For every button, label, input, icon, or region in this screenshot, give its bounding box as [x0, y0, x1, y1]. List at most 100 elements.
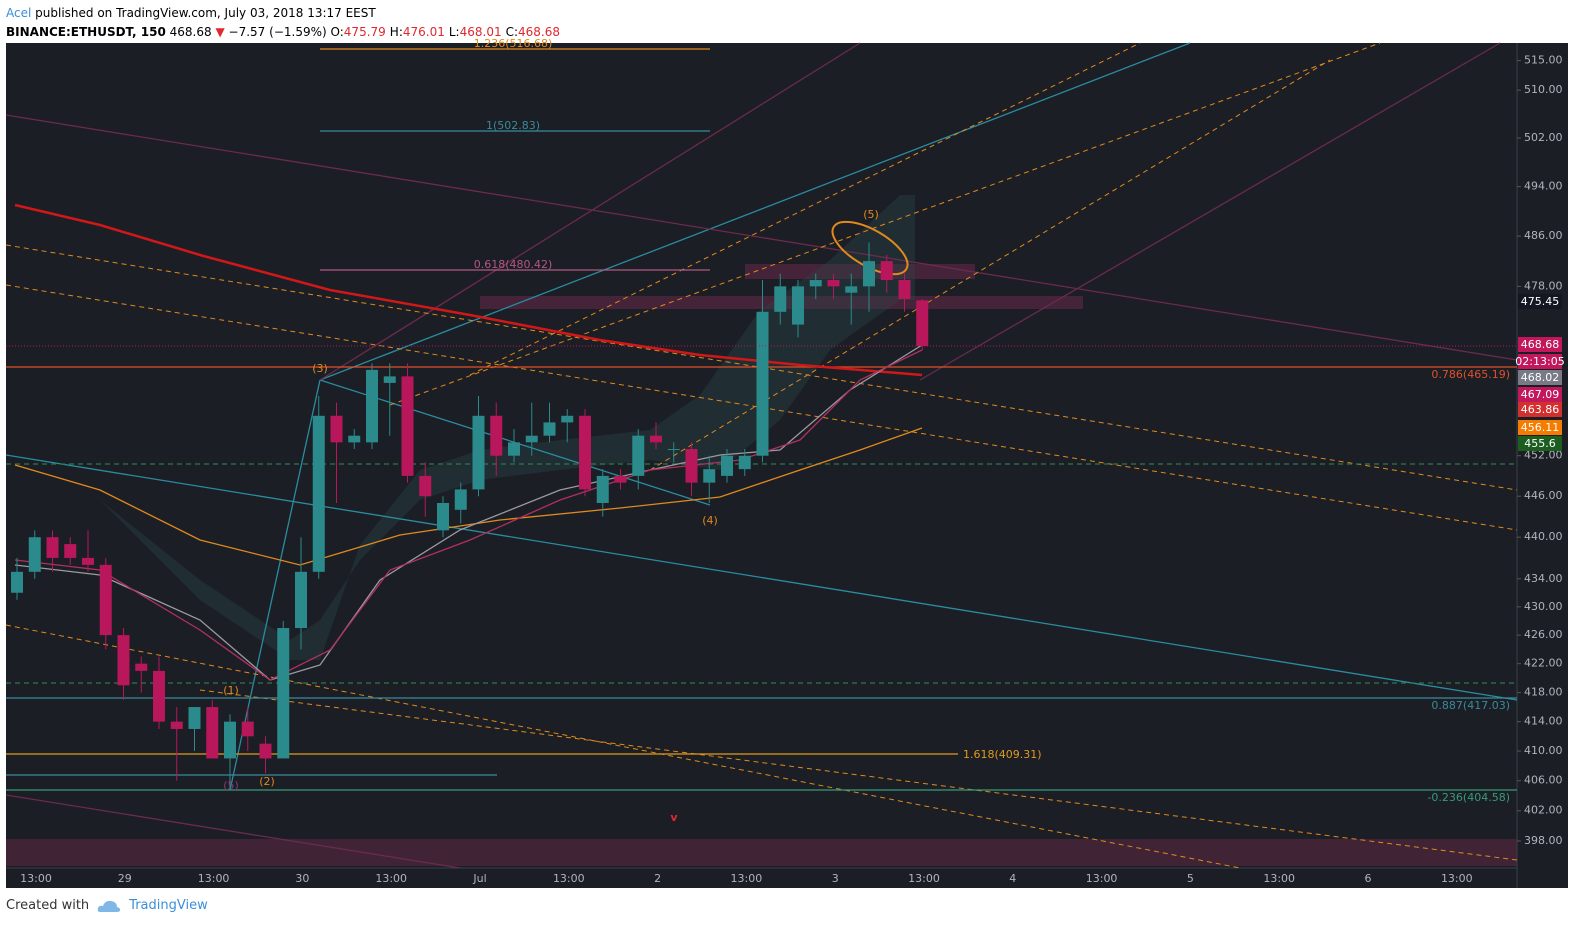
candle-body — [206, 707, 219, 759]
moving-average — [14, 427, 923, 566]
arrow: ▼ — [215, 25, 225, 39]
candle-body — [241, 721, 254, 737]
trend-line — [5, 114, 1518, 361]
y-tick-label: 410.00 — [1524, 744, 1563, 757]
fib-label: 1.236(516.68) — [474, 37, 553, 50]
last: 468.68 — [169, 25, 212, 39]
marker: v — [670, 811, 678, 824]
highlight — [831, 220, 909, 276]
candle-body — [774, 286, 787, 312]
fib-label: 0.618(480.42) — [474, 258, 553, 271]
candle-body — [82, 557, 94, 565]
candle-body — [330, 415, 343, 443]
price-label-bg — [1518, 294, 1562, 309]
candle-body — [170, 721, 183, 729]
candle-body — [99, 564, 112, 636]
candle-body — [508, 442, 520, 456]
candle-body — [454, 489, 467, 510]
price-label-bg — [1518, 387, 1562, 402]
x-tick-label: 13:00 — [1263, 872, 1295, 885]
candle-body — [845, 286, 858, 293]
candle-body — [561, 415, 574, 423]
candle-body — [543, 422, 556, 436]
price-label: 468.68 — [1521, 338, 1560, 351]
x-tick-label: 2 — [654, 872, 661, 885]
ohlc-val: 475.79 — [343, 25, 386, 39]
candle-body — [614, 475, 627, 483]
price-label: 455.6 — [1524, 437, 1556, 450]
symbol-line: BINANCE:ETHUSDT, 150 468.68 ▼ −7.57 (−1.… — [6, 23, 564, 42]
candle-body — [366, 369, 378, 443]
y-tick-label: 398.00 — [1524, 834, 1563, 847]
x-tick-label: 13:00 — [1086, 872, 1118, 885]
candle-body — [667, 449, 680, 451]
x-tick-label: 13:00 — [20, 872, 52, 885]
y-tick-label: 478.00 — [1524, 279, 1563, 292]
price-label: 463.86 — [1521, 403, 1560, 416]
publish-line: Acel published on TradingView.com, July … — [6, 4, 564, 23]
candle-body — [792, 286, 804, 325]
x-tick-label: 30 — [295, 872, 309, 885]
dashed-line — [469, 42, 1141, 376]
wave-label: (3) — [312, 362, 328, 375]
candle-body — [809, 280, 822, 287]
fib-label: 1.618(409.31) — [963, 748, 1042, 761]
plot-bg — [6, 43, 1568, 888]
candle-body — [135, 663, 148, 671]
candle-body — [401, 376, 414, 476]
candle-body — [64, 544, 77, 558]
candle-body — [419, 475, 432, 497]
candle-body — [703, 469, 716, 483]
candle-body — [916, 300, 929, 346]
price-label-bg — [1518, 337, 1562, 352]
y-tick-label: 418.00 — [1524, 686, 1563, 699]
candle-body — [579, 415, 591, 490]
wave-label: (4) — [702, 514, 718, 527]
trend-line — [919, 42, 1501, 381]
candle-body — [632, 435, 645, 476]
y-tick-label: 430.00 — [1524, 600, 1563, 613]
x-tick-label: 13:00 — [1441, 872, 1473, 885]
fib-label: 0.887(417.03) — [1431, 699, 1510, 712]
candle-body — [863, 261, 875, 287]
y-tick-label: 402.00 — [1524, 804, 1563, 817]
y-tick-label: 422.00 — [1524, 657, 1563, 670]
candle-body — [11, 571, 23, 593]
x-tick-label: 13:00 — [731, 872, 763, 885]
y-tick-label: 406.00 — [1524, 774, 1563, 787]
price-label: 02:13:05 — [1515, 355, 1564, 368]
created: Created with — [6, 898, 90, 913]
author[interactable]: Acel — [6, 6, 32, 20]
fib-label: 1(502.83) — [486, 119, 540, 132]
y-tick-label: 510.00 — [1524, 83, 1563, 96]
price-label: 468.02 — [1521, 371, 1560, 384]
wave-label: (5) — [863, 208, 879, 221]
trend-line — [5, 454, 1518, 701]
price-label-bg — [1518, 354, 1562, 369]
wave-label: (5) — [223, 779, 239, 792]
x-tick-label: 13:00 — [198, 872, 230, 885]
candle-body — [348, 435, 361, 443]
brand[interactable]: TradingView — [129, 898, 208, 913]
candle-body — [383, 376, 396, 383]
x-tick-label: 29 — [118, 872, 132, 885]
trend-line — [319, 42, 861, 381]
y-tick-label: 426.00 — [1524, 628, 1563, 641]
price-label: 467.09 — [1521, 388, 1560, 401]
ohlc: O:475.79 H:476.01 L:468.01 C:468.68 — [331, 25, 565, 39]
ohlc-key: C: — [505, 25, 519, 39]
candle-body — [259, 743, 272, 759]
price-label-bg — [1518, 436, 1562, 451]
symbol: BINANCE:ETHUSDT, 150 — [6, 25, 166, 39]
dashed-line — [5, 624, 1241, 869]
price-label-bg — [1518, 402, 1562, 417]
x-tick-label: 4 — [1009, 872, 1016, 885]
x-tick-label: 3 — [832, 872, 839, 885]
y-tick-label: 515.00 — [1524, 54, 1563, 67]
y-tick-label: 452.00 — [1524, 449, 1563, 462]
x-tick-label: 13:00 — [375, 872, 407, 885]
candle-body — [312, 415, 325, 572]
ohlc-key: L: — [448, 25, 460, 39]
